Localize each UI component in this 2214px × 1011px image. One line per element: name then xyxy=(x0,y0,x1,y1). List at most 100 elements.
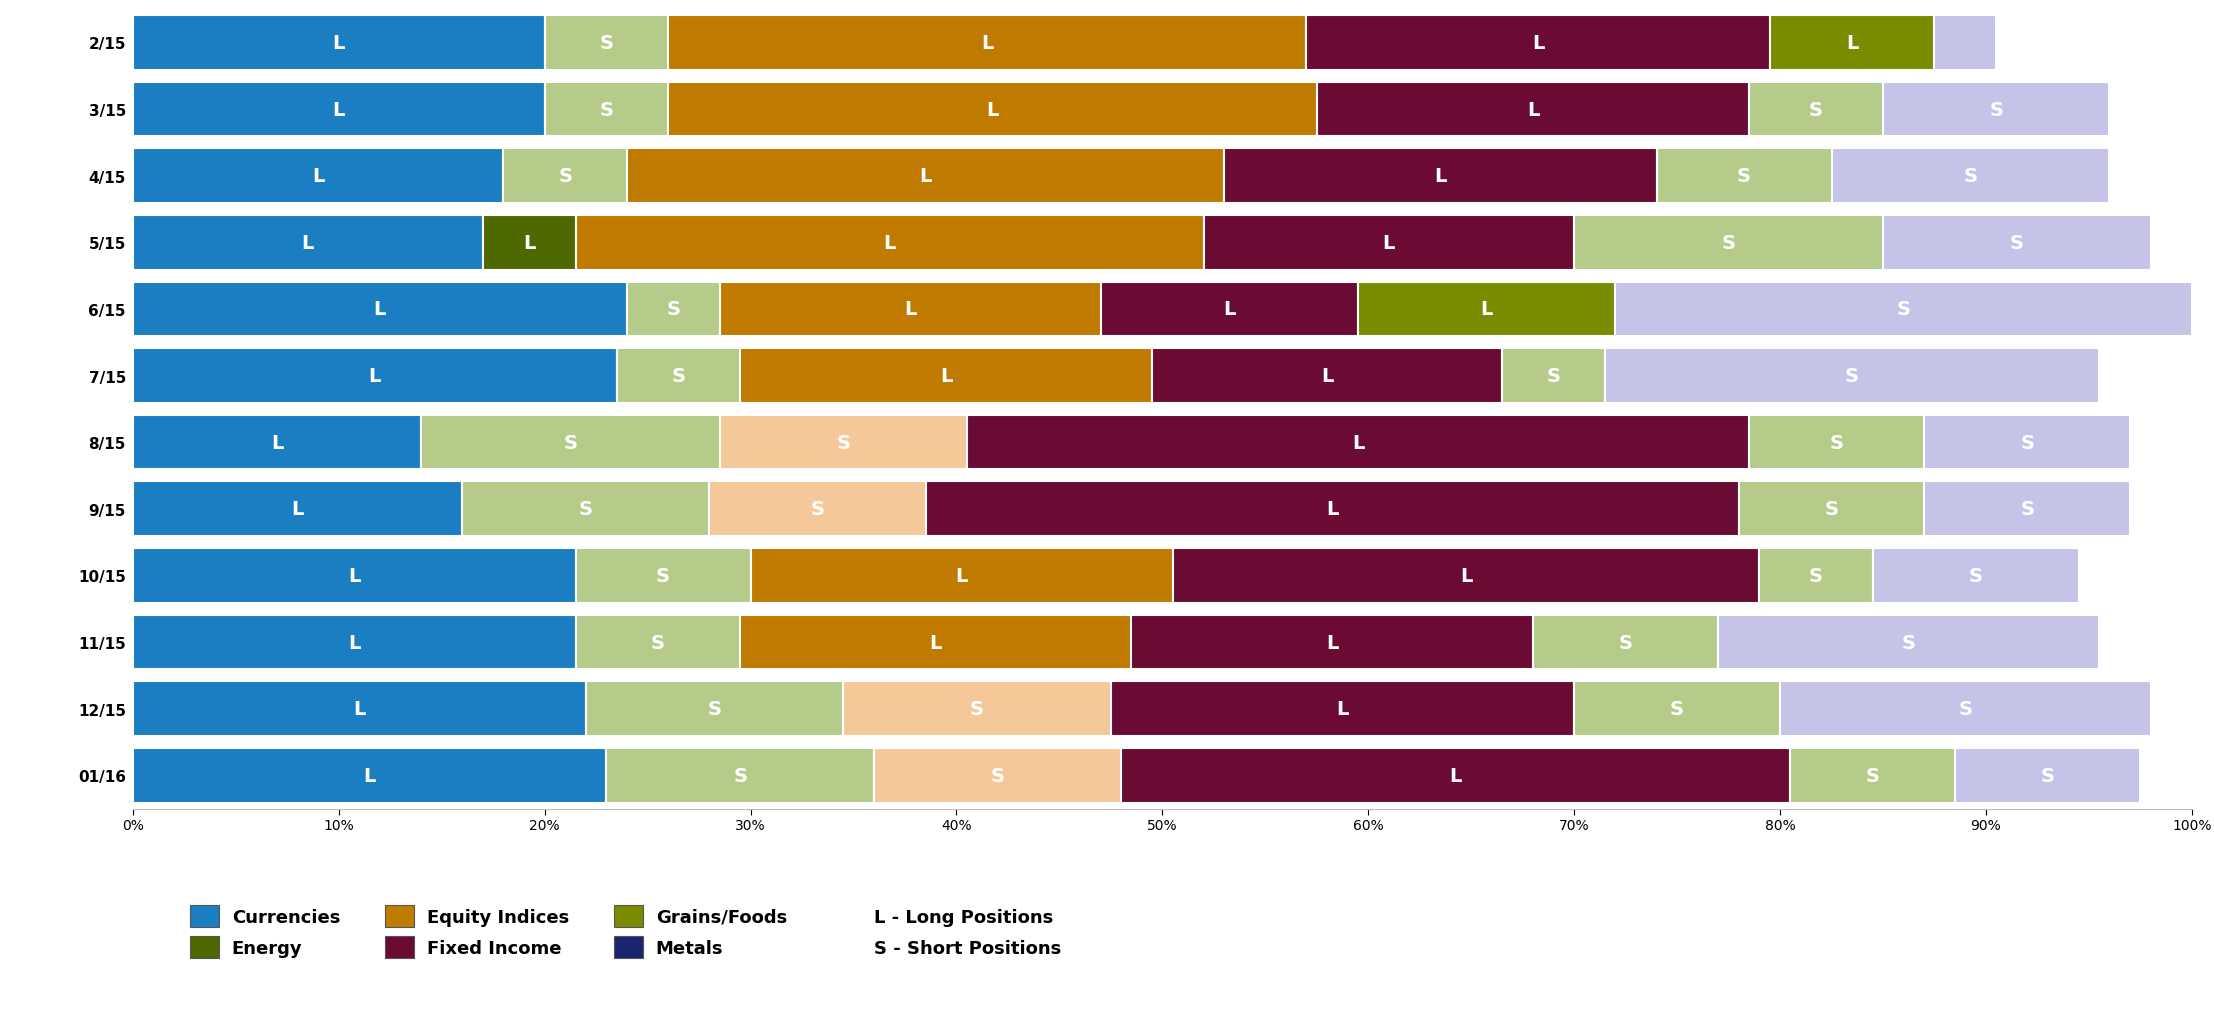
Text: L: L xyxy=(1337,700,1348,719)
Text: S: S xyxy=(2019,499,2035,519)
Bar xyxy=(669,16,1306,71)
Bar xyxy=(1204,215,1574,270)
Text: L: L xyxy=(354,700,365,719)
Text: L: L xyxy=(332,100,345,119)
Bar xyxy=(1357,282,1616,337)
Bar xyxy=(1882,83,2110,137)
Text: S: S xyxy=(1964,167,1977,186)
Bar xyxy=(133,16,545,71)
Bar xyxy=(133,416,421,470)
Text: L: L xyxy=(1384,234,1395,253)
Bar xyxy=(968,416,1749,470)
Text: L: L xyxy=(374,300,385,319)
Text: S: S xyxy=(1548,367,1561,385)
Bar xyxy=(1151,349,1501,403)
Bar xyxy=(1532,615,1718,669)
Bar xyxy=(503,150,627,204)
Text: L: L xyxy=(348,633,361,652)
Text: S: S xyxy=(1738,167,1751,186)
Bar xyxy=(1749,416,1924,470)
Bar xyxy=(844,681,1111,736)
Bar xyxy=(133,615,576,669)
Bar xyxy=(1760,549,1873,604)
Bar xyxy=(421,416,720,470)
Text: L: L xyxy=(919,167,932,186)
Text: S: S xyxy=(1809,100,1822,119)
Bar xyxy=(133,215,483,270)
Bar xyxy=(1924,416,2130,470)
Bar xyxy=(576,215,1204,270)
Bar xyxy=(1574,215,1882,270)
Text: L: L xyxy=(292,499,303,519)
Bar xyxy=(618,349,739,403)
Text: S: S xyxy=(2019,434,2035,452)
Text: L: L xyxy=(1481,300,1492,319)
Text: L: L xyxy=(1459,566,1472,585)
Text: L: L xyxy=(1532,34,1545,53)
Text: L: L xyxy=(930,633,941,652)
Bar xyxy=(576,615,739,669)
Text: S: S xyxy=(1618,633,1632,652)
Text: S: S xyxy=(810,499,824,519)
Bar xyxy=(1501,349,1605,403)
Text: S: S xyxy=(1866,766,1880,785)
Text: S: S xyxy=(655,566,671,585)
Text: L: L xyxy=(368,367,381,385)
Text: L: L xyxy=(270,434,283,452)
Text: L: L xyxy=(523,234,536,253)
Bar xyxy=(1935,16,1997,71)
Text: S: S xyxy=(1844,367,1860,385)
Bar xyxy=(1120,748,1791,803)
Text: S: S xyxy=(666,300,680,319)
Text: L: L xyxy=(1528,100,1539,119)
Bar xyxy=(751,549,1173,604)
Text: L: L xyxy=(348,566,361,585)
Text: L: L xyxy=(985,100,999,119)
Text: S: S xyxy=(837,434,850,452)
Text: S: S xyxy=(1968,566,1984,585)
Bar xyxy=(1718,615,2099,669)
Text: S: S xyxy=(1988,100,2004,119)
Text: L: L xyxy=(301,234,314,253)
Bar xyxy=(1131,615,1532,669)
Bar xyxy=(483,215,576,270)
Text: S: S xyxy=(1722,234,1736,253)
Bar xyxy=(739,349,1151,403)
Text: L: L xyxy=(941,367,952,385)
Bar xyxy=(1780,681,2150,736)
Text: S: S xyxy=(970,700,983,719)
Bar xyxy=(1882,215,2150,270)
Text: S: S xyxy=(2010,234,2024,253)
Bar xyxy=(1769,16,1935,71)
Text: S: S xyxy=(1902,633,1915,652)
Bar xyxy=(1616,282,2192,337)
Bar xyxy=(1100,282,1357,337)
Text: L: L xyxy=(1326,499,1339,519)
Legend: Currencies, Energy, Equity Indices, Fixed Income, Grains/Foods, Metals, L - Long: Currencies, Energy, Equity Indices, Fixe… xyxy=(184,898,1067,966)
Bar xyxy=(1791,748,1955,803)
Text: L: L xyxy=(1222,300,1235,319)
Text: L: L xyxy=(903,300,917,319)
Bar xyxy=(133,681,587,736)
Text: L: L xyxy=(332,34,345,53)
Bar xyxy=(1574,681,1780,736)
Bar xyxy=(1111,681,1574,736)
Bar xyxy=(1224,150,1656,204)
Bar xyxy=(739,615,1131,669)
Bar xyxy=(545,16,669,71)
Bar xyxy=(1955,748,2141,803)
Bar xyxy=(1831,150,2110,204)
Text: S: S xyxy=(558,167,571,186)
Text: S: S xyxy=(562,434,578,452)
Text: S: S xyxy=(2041,766,2055,785)
Bar xyxy=(875,748,1120,803)
Bar xyxy=(133,349,618,403)
Bar xyxy=(708,482,925,537)
Bar xyxy=(1873,549,2079,604)
Text: S: S xyxy=(1959,700,1973,719)
Bar xyxy=(133,83,545,137)
Text: L: L xyxy=(1326,633,1339,652)
Bar xyxy=(627,150,1224,204)
Bar xyxy=(1738,482,1924,537)
Text: L: L xyxy=(1353,434,1364,452)
